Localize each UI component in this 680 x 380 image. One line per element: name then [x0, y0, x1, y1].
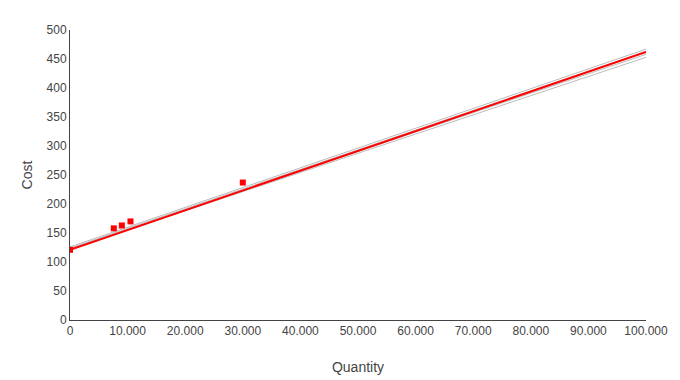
svg-text:40.000: 40.000	[282, 324, 319, 338]
svg-text:100.000: 100.000	[624, 324, 668, 338]
svg-text:50: 50	[53, 284, 67, 298]
svg-text:350: 350	[47, 110, 67, 124]
svg-text:Quantity: Quantity	[332, 359, 384, 375]
svg-text:150: 150	[47, 226, 67, 240]
svg-text:20.000: 20.000	[167, 324, 204, 338]
svg-text:200: 200	[47, 197, 67, 211]
svg-text:300: 300	[47, 139, 67, 153]
svg-text:100: 100	[47, 255, 67, 269]
svg-text:10.000: 10.000	[109, 324, 146, 338]
svg-text:0: 0	[67, 324, 74, 338]
svg-text:0: 0	[60, 313, 67, 327]
svg-text:400: 400	[47, 81, 67, 95]
svg-text:50.000: 50.000	[340, 324, 377, 338]
svg-text:60.000: 60.000	[397, 324, 434, 338]
svg-text:30.000: 30.000	[224, 324, 261, 338]
svg-text:80.000: 80.000	[512, 324, 549, 338]
svg-text:250: 250	[47, 168, 67, 182]
svg-text:70.000: 70.000	[455, 324, 492, 338]
svg-text:500: 500	[47, 23, 67, 37]
svg-text:450: 450	[47, 52, 67, 66]
svg-text:Cost: Cost	[19, 161, 35, 190]
svg-text:90.000: 90.000	[570, 324, 607, 338]
